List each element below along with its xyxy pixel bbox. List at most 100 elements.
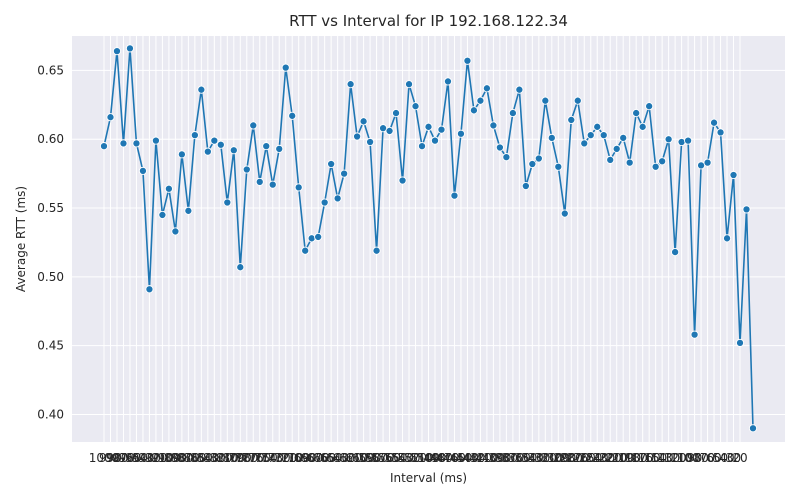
x-tick-label: 390	[488, 451, 511, 465]
data-point	[398, 176, 407, 185]
data-point	[658, 157, 667, 166]
x-tick-label: 820	[209, 451, 232, 465]
data-point	[314, 232, 323, 241]
x-tick-label: 740	[261, 451, 284, 465]
data-point	[190, 131, 199, 140]
data-point	[469, 106, 478, 115]
data-point	[223, 198, 232, 207]
data-point	[612, 144, 621, 153]
data-point	[443, 77, 453, 86]
data-point	[145, 285, 154, 294]
data-point	[735, 338, 745, 347]
x-tick-label: 60	[706, 451, 721, 465]
data-point	[567, 115, 576, 124]
data-point	[664, 135, 673, 144]
x-tick-label: 660	[313, 451, 336, 465]
data-point	[729, 170, 738, 180]
x-tick-labels: 1000990980970960950940930920910900890880…	[89, 451, 748, 465]
x-axis-label: Interval (ms)	[390, 471, 467, 485]
x-tick-label: 360	[508, 451, 531, 465]
x-tick-label: 340	[521, 451, 544, 465]
x-tick-label: 260	[573, 451, 596, 465]
data-point	[450, 191, 459, 200]
x-tick-label: 170	[631, 451, 654, 465]
x-tick-label: 770	[242, 451, 265, 465]
data-point	[632, 109, 641, 118]
x-tick-label: 320	[534, 451, 557, 465]
x-tick-label: 530	[398, 451, 421, 465]
x-tick-label: 840	[196, 451, 219, 465]
x-tick-label: 40	[719, 451, 734, 465]
x-tick-label: 720	[274, 451, 297, 465]
data-point	[138, 166, 147, 175]
x-tick-label: 380	[495, 451, 518, 465]
data-point	[184, 206, 193, 215]
x-tick-label: 400	[482, 451, 505, 465]
x-tick-label: 700	[287, 451, 310, 465]
x-tick-label: 560	[378, 451, 401, 465]
data-point	[210, 136, 219, 145]
data-point	[372, 246, 381, 255]
data-point	[625, 158, 634, 167]
x-tick-label: 440	[456, 451, 479, 465]
data-point	[385, 126, 394, 136]
x-tick-label: 240	[586, 451, 609, 465]
data-point	[703, 158, 712, 167]
data-point	[203, 147, 212, 156]
data-point	[710, 118, 719, 127]
x-tick-label: 330	[527, 451, 550, 465]
data-point	[275, 144, 284, 153]
data-point	[236, 263, 245, 272]
data-point	[554, 162, 563, 171]
x-gridlines	[103, 36, 741, 442]
data-point	[547, 133, 556, 142]
x-tick-label: 500	[417, 451, 440, 465]
x-tick-label: 90	[687, 451, 702, 465]
data-point	[301, 246, 310, 255]
x-tick-label: 630	[333, 451, 356, 465]
x-tick-label: 480	[430, 451, 453, 465]
series-markers	[99, 44, 758, 433]
data-point	[417, 142, 427, 151]
data-point	[515, 85, 524, 94]
x-tick-label: 890	[164, 451, 187, 465]
x-tick-label: 750	[255, 451, 278, 465]
data-point	[216, 140, 225, 149]
data-point	[229, 146, 238, 155]
data-point	[288, 111, 297, 120]
x-tick-label: 860	[183, 451, 206, 465]
x-tick-label: 250	[579, 451, 602, 465]
data-point	[112, 47, 122, 56]
x-tick-label: 550	[385, 451, 408, 465]
x-tick-label: 110	[670, 451, 693, 465]
data-point	[366, 137, 375, 147]
x-tick-label: 870	[177, 451, 200, 465]
x-tick-label: 80	[693, 451, 708, 465]
data-point	[586, 131, 595, 140]
x-tick-label: 580	[365, 451, 388, 465]
data-point	[171, 227, 180, 236]
x-tick-label: 730	[268, 451, 291, 465]
x-tick-label: 100	[677, 451, 700, 465]
data-point	[599, 131, 608, 140]
data-point	[353, 132, 362, 141]
x-tick-label: 310	[540, 451, 563, 465]
data-point	[242, 165, 251, 174]
x-tick-label: 780	[235, 451, 258, 465]
x-tick-label: 220	[599, 451, 622, 465]
data-point	[502, 153, 511, 162]
x-tick-label: 850	[190, 451, 213, 465]
data-point	[437, 125, 446, 134]
data-point	[482, 84, 491, 93]
data-point	[671, 248, 680, 257]
x-tick-label: 210	[605, 451, 628, 465]
data-point	[391, 109, 401, 118]
data-point	[346, 80, 355, 89]
data-point	[684, 136, 693, 145]
x-tick-label: 470	[437, 451, 460, 465]
data-point	[489, 121, 498, 130]
x-tick-label: 980	[106, 451, 129, 465]
x-tick-label: 680	[300, 451, 323, 465]
x-tick-label: 640	[326, 451, 349, 465]
data-point	[333, 194, 342, 203]
